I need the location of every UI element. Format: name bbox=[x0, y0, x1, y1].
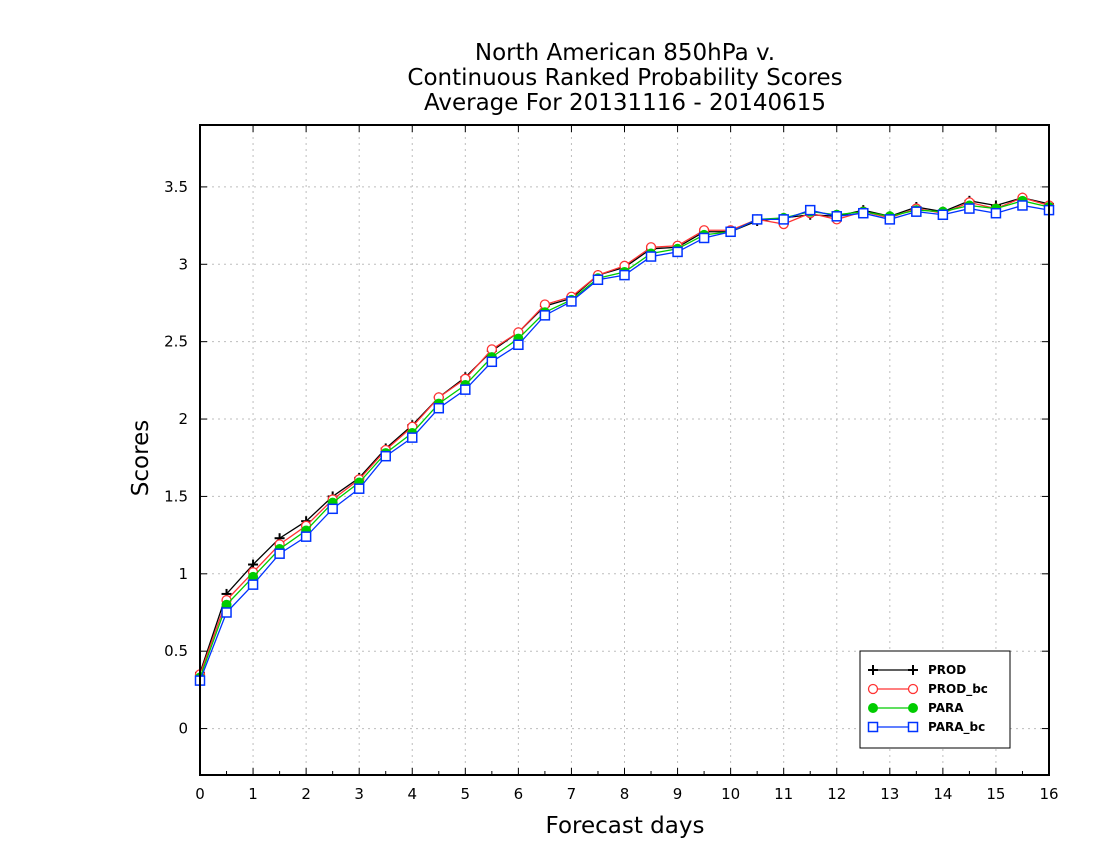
y-tick-label: 0 bbox=[178, 720, 188, 738]
data-point-para-bc bbox=[858, 207, 869, 219]
y-tick-label: 3 bbox=[178, 255, 188, 273]
data-point-para-bc bbox=[566, 296, 577, 307]
legend-marker-left bbox=[867, 721, 879, 733]
x-tick-label: 15 bbox=[986, 785, 1005, 803]
data-point-para-bc bbox=[274, 548, 285, 559]
data-point-para-bc bbox=[990, 207, 1002, 219]
data-point-para-bc bbox=[964, 203, 975, 214]
data-point-para-bc bbox=[672, 246, 683, 258]
legend-marker-left bbox=[867, 683, 879, 695]
x-tick-label: 0 bbox=[195, 785, 205, 803]
y-tick-label: 3.5 bbox=[164, 178, 188, 196]
data-point-para-bc bbox=[645, 251, 657, 262]
data-point-para-bc bbox=[592, 274, 604, 286]
chart-title: North American 850hPa v. Continuous Rank… bbox=[407, 40, 842, 116]
x-tick-label: 9 bbox=[673, 785, 683, 803]
legend-marker-right bbox=[908, 703, 918, 713]
legend: PROD PROD_bc PARA PARA_bc bbox=[859, 650, 1011, 749]
y-axis-label: Scores bbox=[128, 420, 154, 496]
data-point-para-bc bbox=[433, 402, 445, 414]
x-tick-label: 13 bbox=[880, 785, 899, 803]
data-point-para-bc bbox=[539, 310, 551, 321]
data-point-para-bc bbox=[698, 232, 710, 244]
y-tick-label: 2 bbox=[178, 410, 188, 428]
x-tick-label: 11 bbox=[774, 785, 793, 803]
legend-marker-left bbox=[868, 665, 878, 675]
data-point-para-bc bbox=[804, 204, 816, 216]
legend-item-prod: PROD bbox=[868, 663, 966, 677]
series-lines bbox=[194, 192, 1055, 686]
series-para bbox=[195, 195, 1054, 683]
x-tick-label: 7 bbox=[567, 785, 577, 803]
x-tick-label: 6 bbox=[514, 785, 524, 803]
y-tick-label: 0.5 bbox=[164, 642, 188, 660]
y-tick-label: 1 bbox=[178, 565, 188, 583]
legend-label: PROD_bc bbox=[928, 682, 988, 697]
data-point-para-bc bbox=[1017, 200, 1028, 211]
x-axis-label: Forecast days bbox=[546, 813, 705, 839]
x-tick-label: 8 bbox=[620, 785, 630, 803]
legend-box bbox=[859, 650, 1011, 749]
x-tick-label: 3 bbox=[354, 785, 364, 803]
x-tick-label: 14 bbox=[933, 785, 952, 803]
data-point-para-bc bbox=[221, 607, 232, 618]
y-tick-label: 2.5 bbox=[164, 333, 188, 351]
x-tick-label: 16 bbox=[1039, 785, 1058, 803]
data-point-para-bc bbox=[619, 269, 630, 281]
data-point-para-bc bbox=[247, 579, 259, 590]
legend-marker-right bbox=[907, 721, 919, 733]
x-tick-label: 5 bbox=[461, 785, 471, 803]
series-para-bc bbox=[194, 200, 1055, 686]
legend-marker-right bbox=[907, 683, 919, 695]
x-tick-label: 12 bbox=[827, 785, 846, 803]
data-point-para-bc bbox=[778, 214, 789, 225]
data-point-para-bc bbox=[751, 214, 763, 225]
legend-marker-left bbox=[868, 703, 878, 713]
data-point-para-bc bbox=[937, 209, 949, 221]
title-line-3: Average For 20131116 - 20140615 bbox=[424, 90, 826, 116]
title-line-1: North American 850hPa v. bbox=[475, 40, 775, 66]
data-point-para-bc bbox=[884, 214, 896, 225]
legend-item-para: PARA bbox=[868, 701, 964, 715]
data-point-para-bc bbox=[831, 211, 842, 222]
x-tick-label: 10 bbox=[721, 785, 740, 803]
legend-label: PARA_bc bbox=[928, 720, 985, 735]
legend-label: PARA bbox=[928, 701, 964, 715]
data-point-para-bc bbox=[486, 356, 498, 368]
data-point-para-bc bbox=[407, 432, 418, 443]
data-point-para-bc bbox=[300, 531, 312, 542]
legend-label: PROD bbox=[928, 663, 966, 677]
data-point-para-bc bbox=[460, 384, 471, 395]
data-point-para-bc bbox=[725, 226, 736, 238]
x-tick-label: 1 bbox=[248, 785, 258, 803]
x-tick-label: 4 bbox=[407, 785, 417, 803]
data-point-para-bc bbox=[380, 450, 391, 462]
x-tick-label: 2 bbox=[301, 785, 311, 803]
data-point-para-bc bbox=[513, 339, 524, 351]
title-line-2: Continuous Ranked Probability Scores bbox=[407, 65, 842, 91]
data-point-para-bc bbox=[911, 206, 922, 217]
y-tick-label: 1.5 bbox=[164, 487, 188, 505]
legend-marker-right bbox=[908, 665, 918, 675]
data-point-para-bc bbox=[353, 483, 365, 494]
data-point-para-bc bbox=[327, 503, 338, 515]
legend-item-prod-bc: PROD_bc bbox=[867, 682, 988, 697]
legend-item-para-bc: PARA_bc bbox=[867, 720, 985, 735]
